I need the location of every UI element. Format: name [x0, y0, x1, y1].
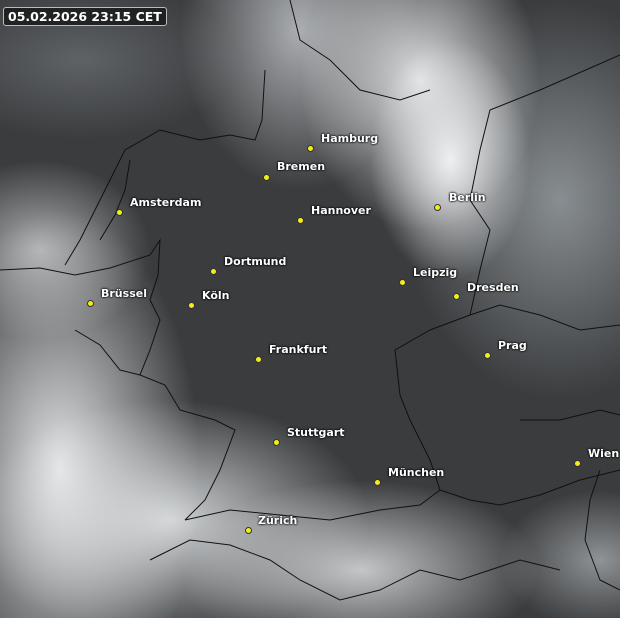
- city-dot: [116, 209, 123, 216]
- city-dot: [399, 279, 406, 286]
- city-label: Amsterdam: [130, 196, 202, 209]
- city-label: Bremen: [277, 160, 326, 173]
- city-label: Dortmund: [224, 255, 287, 268]
- city-label: Wien: [588, 447, 620, 460]
- city-label: Hamburg: [321, 132, 379, 145]
- city-label: Köln: [202, 289, 230, 302]
- city-label: Frankfurt: [269, 343, 328, 356]
- timestamp-label: 05.02.2026 23:15 CET: [3, 7, 167, 26]
- city-label: Prag: [498, 339, 527, 352]
- city-dot: [297, 217, 304, 224]
- city-dot: [245, 527, 252, 534]
- city-dot: [374, 479, 381, 486]
- city-dot: [263, 174, 270, 181]
- city-dot: [307, 145, 314, 152]
- city-label: Zürich: [258, 514, 298, 527]
- city-dot: [210, 268, 217, 275]
- city-label: Berlin: [449, 191, 486, 204]
- city-dot: [273, 439, 280, 446]
- city-dot: [434, 204, 441, 211]
- city-label: Stuttgart: [287, 426, 345, 439]
- city-label: Leipzig: [413, 266, 458, 279]
- city-dot: [255, 356, 262, 363]
- city-dot: [453, 293, 460, 300]
- city-label: Brüssel: [101, 287, 147, 300]
- city-dot: [87, 300, 94, 307]
- city-label: Hannover: [311, 204, 371, 217]
- city-label: München: [388, 466, 445, 479]
- city-dot: [574, 460, 581, 467]
- city-label: Dresden: [467, 281, 519, 294]
- city-dot: [188, 302, 195, 309]
- city-dot: [484, 352, 491, 359]
